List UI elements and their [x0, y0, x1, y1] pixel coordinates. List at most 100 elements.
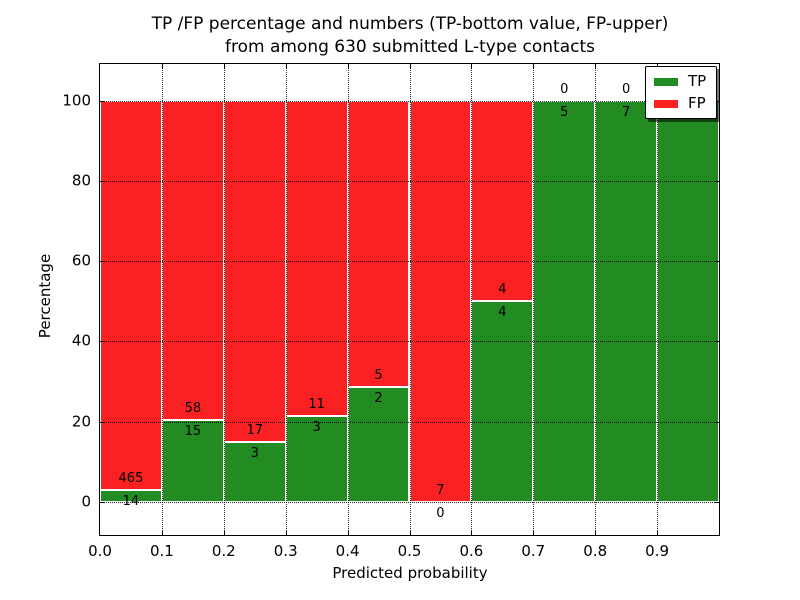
tick-mark	[714, 261, 719, 263]
tick-mark	[161, 530, 163, 535]
x-tick-label: 0.9	[645, 542, 670, 560]
grid-line-v	[595, 64, 597, 535]
x-tick-label: 0.0	[88, 542, 112, 560]
tick-mark	[714, 181, 719, 183]
grid-line-v	[285, 64, 287, 535]
x-tick-label: 0.8	[583, 542, 608, 560]
bar-segment-fp	[409, 100, 472, 502]
grid-line-v	[223, 64, 225, 535]
bar-segment-tp	[595, 100, 658, 502]
bar-label-tp: 14	[122, 494, 140, 510]
tick-mark	[100, 421, 105, 423]
tick-mark	[347, 530, 349, 535]
x-tick-label: 0.6	[459, 542, 484, 560]
bar-segment-fp	[100, 100, 162, 491]
bar-segment-fp	[161, 100, 224, 420]
y-tick-label: 20	[71, 412, 91, 431]
tick-mark	[347, 64, 349, 69]
x-tick-label: 0.2	[211, 542, 236, 560]
grid-line-v	[409, 64, 411, 535]
y-tick-label: 0	[81, 492, 91, 511]
tick-mark	[285, 530, 287, 535]
tick-mark	[100, 100, 105, 102]
legend-entry-tp: TP	[654, 74, 708, 89]
bar-segment-tp	[657, 100, 719, 502]
y-tick-label: 100	[62, 91, 91, 110]
x-axis-label: Predicted probability	[332, 564, 488, 582]
bar-segment-tp	[161, 419, 224, 502]
bar-label-fp: 0	[622, 81, 631, 97]
y-tick-label: 80	[71, 171, 91, 190]
tick-mark	[285, 64, 287, 69]
tick-mark	[161, 64, 163, 69]
bar-label-fp: 58	[184, 400, 202, 416]
tick-mark	[100, 501, 105, 503]
chart-title: TP /FP percentage and numbers (TP-bottom…	[99, 13, 721, 59]
bar-label-tp: 3	[250, 445, 259, 461]
tick-mark	[714, 421, 719, 423]
x-tick-label: 0.7	[521, 542, 546, 560]
bar-label-tp: 7	[622, 104, 631, 120]
bar-label-fp: 465	[118, 471, 144, 487]
tick-mark	[533, 530, 535, 535]
tick-mark	[595, 530, 597, 535]
y-tick-label: 40	[71, 332, 91, 351]
y-axis-label: Percentage	[36, 253, 54, 339]
bar-label-tp: 4	[498, 305, 507, 321]
tick-mark	[100, 181, 105, 183]
x-tick-label: 0.5	[397, 542, 422, 560]
bar-label-tp: 2	[374, 391, 383, 407]
bar-label-fp: 4	[498, 282, 507, 298]
tp-swatch-icon	[654, 77, 678, 86]
plot-area: 4651458151731135270440507010020406080100…	[62, 63, 720, 560]
bar-segment-fp	[285, 100, 348, 416]
bar-label-tp: 15	[184, 423, 202, 439]
bar-segment-tp	[285, 415, 348, 502]
tick-mark	[471, 64, 473, 69]
bar-label-fp: 17	[246, 422, 264, 438]
tick-mark	[223, 64, 225, 69]
grid-line-v	[471, 64, 473, 535]
fp-swatch-icon	[654, 99, 678, 108]
bar-label-tp: 5	[560, 104, 569, 120]
tick-mark	[409, 530, 411, 535]
bar-segment-tp	[533, 100, 596, 502]
bar-label-fp: 7	[436, 482, 445, 498]
tick-mark	[471, 530, 473, 535]
tick-mark	[714, 501, 719, 503]
bar-segment-fp	[471, 100, 534, 302]
grid-line-v	[657, 64, 659, 535]
grid-line-v	[533, 64, 535, 535]
bar-segment-tp	[471, 301, 534, 502]
tick-mark	[100, 261, 105, 263]
bar-segment-tp	[347, 387, 410, 502]
legend-label-tp: TP	[688, 72, 707, 90]
tick-mark	[223, 530, 225, 535]
y-tick-label: 60	[71, 251, 91, 270]
bar-label-fp: 5	[374, 368, 383, 384]
grid-line-v	[347, 64, 349, 535]
bar-label-tp: 0	[436, 505, 445, 521]
bar-label-fp: 0	[560, 81, 569, 97]
x-tick-label: 0.4	[335, 542, 360, 560]
bar-label-fp: 11	[308, 396, 325, 412]
tick-mark	[409, 64, 411, 69]
bar-segment-fp	[347, 100, 410, 388]
x-tick-label: 0.3	[273, 542, 298, 560]
legend: TP FP	[645, 66, 717, 119]
legend-entry-fp: FP	[654, 96, 708, 111]
chart-title-line2: from among 630 submitted L-type contacts	[224, 37, 595, 57]
grid-line-v	[161, 64, 163, 535]
bar-segment-tp	[100, 490, 162, 502]
bar-label-tp: 3	[312, 419, 321, 435]
tick-mark	[595, 64, 597, 69]
bar-segment-fp	[223, 100, 286, 442]
legend-label-fp: FP	[688, 94, 706, 112]
tick-mark	[533, 64, 535, 69]
tick-mark	[100, 341, 105, 343]
x-tick-label: 0.1	[149, 542, 174, 560]
tick-mark	[714, 341, 719, 343]
chart-title-line1: TP /FP percentage and numbers (TP-bottom…	[151, 14, 669, 34]
tick-mark	[657, 530, 659, 535]
